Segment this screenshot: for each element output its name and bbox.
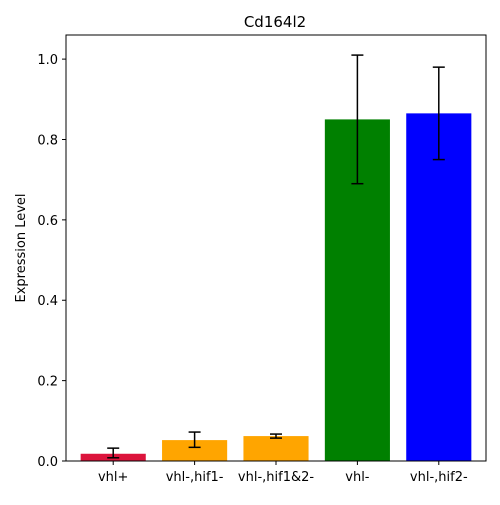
- y-tick-label-2: 0.4: [37, 294, 58, 309]
- bar-2: [243, 436, 309, 461]
- plot-frame: [65, 34, 487, 462]
- x-tick-label-0: vhl+: [98, 470, 128, 485]
- plot-area: vhl+ vhl-,hif1- vhl-,hif1&2- vhl-vhl-,hif2-…: [37, 34, 487, 485]
- chart-title: Cd164l2: [244, 13, 306, 31]
- bar-4: [406, 113, 472, 462]
- y-tick-label-5: 1.0: [37, 53, 58, 68]
- x-tick-label-2: vhl-,hif1&2-: [238, 470, 314, 485]
- x-tick-label-1: vhl-,hif1-: [166, 470, 224, 485]
- x-tick-label-4: vhl-,hif2-: [410, 470, 468, 485]
- y-tick-label-0: 0.0: [37, 455, 58, 470]
- bar-1: [162, 440, 228, 461]
- y-tick-label-4: 0.8: [37, 133, 58, 148]
- y-axis-title: Expression Level: [14, 193, 29, 302]
- y-tick-label-1: 0.2: [37, 375, 58, 390]
- x-tick-label-3: vhl-: [345, 470, 370, 485]
- y-tick-label-3: 0.6: [37, 214, 58, 229]
